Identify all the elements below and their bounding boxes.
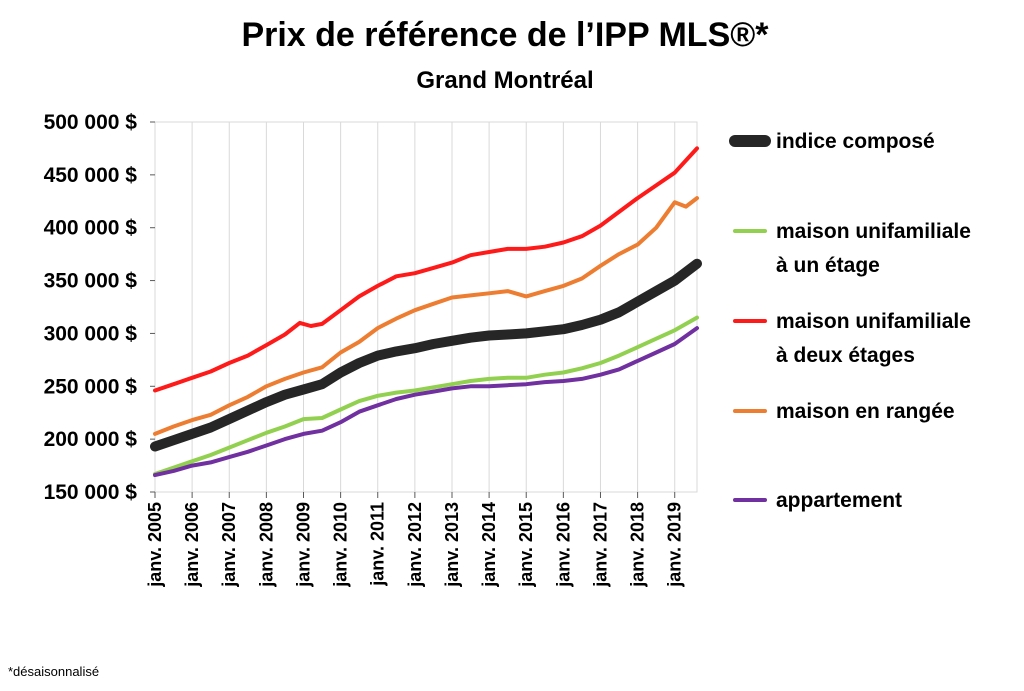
x-tick-label: janv. 2006 — [182, 502, 202, 588]
legend-label: à deux étages — [776, 344, 915, 367]
x-tick-label: janv. 2009 — [293, 502, 313, 588]
legend: indice composé maison unifamiliale à un ét… — [729, 130, 971, 512]
x-tick-label: janv. 2011 — [368, 502, 388, 587]
y-tick-label: 150 000 $ — [44, 481, 138, 504]
x-tick-label: janv. 2005 — [145, 502, 165, 588]
x-tick-label: janv. 2014 — [479, 502, 499, 588]
series-line-1 — [153, 196, 699, 436]
legend-label: appartement — [776, 489, 902, 512]
x-tick-label: janv. 2017 — [590, 502, 610, 588]
y-tick-label: 400 000 $ — [44, 217, 138, 240]
y-axis: 150 000 $ 200 000 $ 250 000 $ 300 000 $ 350 … — [44, 111, 155, 504]
legend-label: à un étage — [776, 254, 880, 277]
x-tick-label: janv. 2012 — [405, 502, 425, 588]
legend-label: maison unifamiliale — [776, 310, 971, 333]
series-line-2 — [150, 258, 702, 452]
x-tick-label: janv. 2015 — [516, 502, 536, 588]
x-tick-label: janv. 2013 — [442, 502, 462, 588]
chart-title: Prix de référence de l’IPP MLS®* — [241, 16, 769, 54]
legend-label: maison en rangée — [776, 400, 955, 423]
series-line-3 — [153, 315, 699, 476]
x-tick-label: janv. 2008 — [256, 502, 276, 588]
x-tick-label: janv. 2016 — [553, 502, 573, 588]
series-line-0 — [153, 146, 699, 393]
x-tick-label: janv. 2010 — [331, 502, 351, 588]
x-tick-label: janv. 2007 — [219, 502, 239, 588]
x-axis: janv. 2005 janv. 2006 janv. 2007 janv. 2008… — [145, 492, 685, 588]
footnote: *désaisonnalisé — [8, 664, 99, 679]
y-tick-label: 300 000 $ — [44, 322, 138, 345]
x-tick-label: janv. 2018 — [628, 502, 648, 588]
y-tick-label: 200 000 $ — [44, 428, 138, 451]
series-line-4 — [153, 326, 699, 478]
x-tick-label: janv. 2019 — [665, 502, 685, 588]
y-tick-label: 250 000 $ — [44, 375, 138, 398]
series-lines — [150, 146, 702, 478]
y-tick-label: 350 000 $ — [44, 270, 138, 293]
y-tick-label: 500 000 $ — [44, 111, 138, 134]
grid-lines — [154, 122, 676, 492]
legend-label: indice composé — [776, 130, 935, 153]
legend-label: maison unifamiliale — [776, 220, 971, 243]
y-tick-label: 450 000 $ — [44, 164, 138, 187]
chart-subtitle: Grand Montréal — [416, 67, 593, 94]
